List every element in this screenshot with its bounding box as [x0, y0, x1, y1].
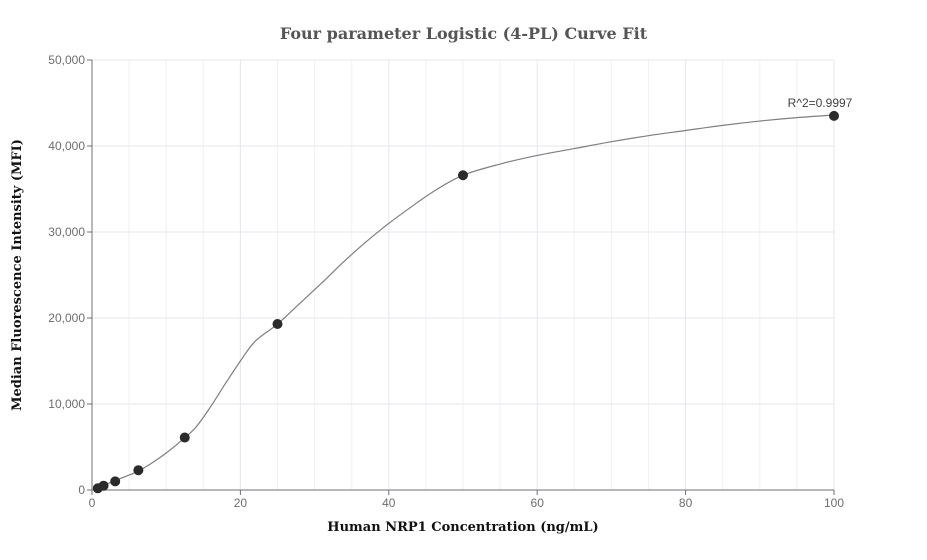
- grid: [92, 59, 835, 490]
- x-axis-title: Human NRP1 Concentration (ng/mL): [327, 520, 598, 535]
- y-tick-label: 30,000: [48, 225, 85, 239]
- y-tick-label: 20,000: [48, 311, 85, 325]
- tick-labels: 0 20 40 60 80 100 0 10,000 20,000 30,000 40,000 50,…: [48, 53, 844, 510]
- y-tick-label: 50,000: [48, 53, 85, 67]
- x-tick-label: 20: [234, 496, 248, 510]
- y-tick-label: 0: [78, 483, 85, 497]
- chart-title: Four parameter Logistic (4-PL) Curve Fit: [280, 24, 648, 43]
- y-tick-label: 10,000: [48, 397, 85, 411]
- r-squared-annotation: R^2=0.9997: [788, 96, 853, 110]
- data-points: [92, 110, 839, 494]
- data-point: [110, 476, 121, 487]
- x-tick-label: 100: [824, 496, 844, 510]
- x-tick-label: 60: [531, 496, 545, 510]
- data-point: [458, 170, 468, 181]
- data-point: [179, 432, 190, 443]
- x-tick-label: 80: [679, 496, 693, 510]
- data-point: [98, 480, 109, 491]
- axes: [87, 59, 835, 495]
- data-point: [133, 465, 144, 476]
- y-axis-title: Median Fluorescence Intensity (MFI): [10, 139, 25, 411]
- x-tick-label: 40: [382, 496, 396, 510]
- data-point: [272, 319, 283, 330]
- x-tick-label: 0: [89, 496, 96, 510]
- y-tick-label: 40,000: [48, 139, 85, 153]
- data-point: [829, 110, 839, 121]
- fit-curve: [97, 114, 835, 488]
